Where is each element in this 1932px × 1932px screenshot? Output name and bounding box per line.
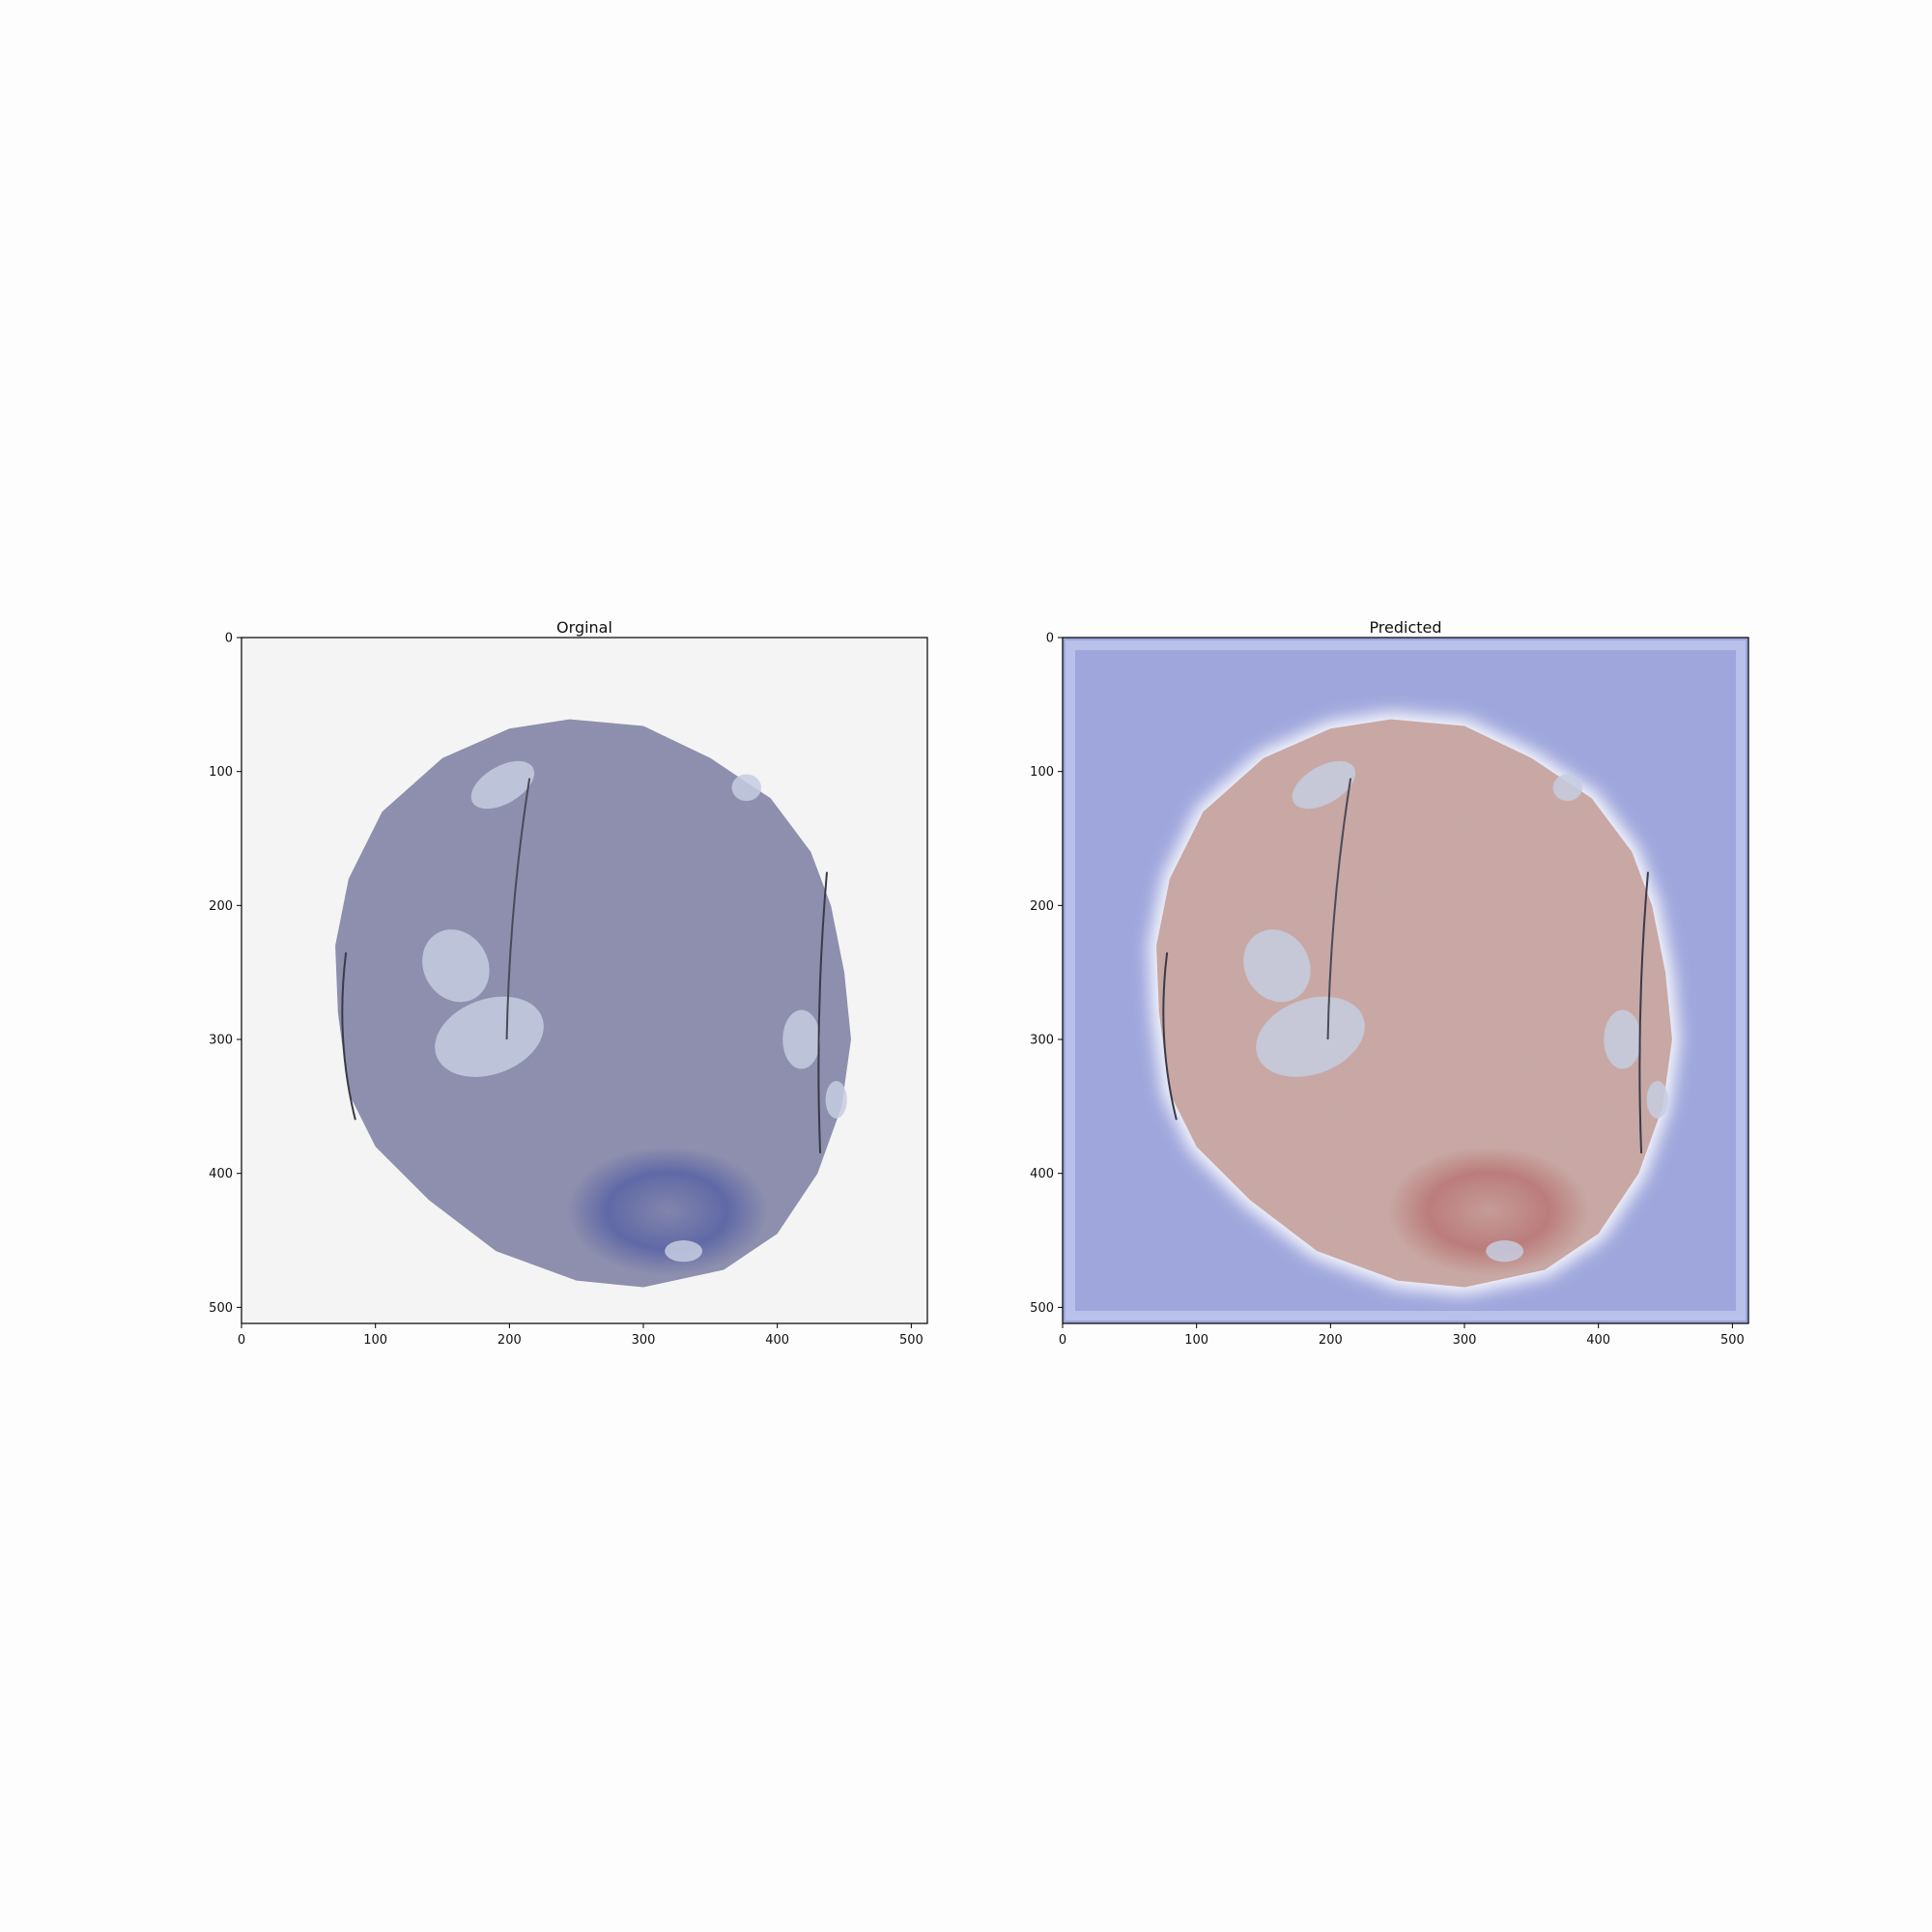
tissue-fold (1162, 952, 1178, 1121)
x-tick-label: 300 (632, 1333, 656, 1348)
predicted-title: Predicted (1369, 618, 1442, 637)
x-tick-label: 500 (1720, 1333, 1745, 1348)
x-tick-label: 500 (899, 1333, 923, 1348)
x-tick-label: 0 (238, 1333, 245, 1348)
x-tick-label: 100 (1184, 1333, 1208, 1348)
tissue-fold (1638, 871, 1649, 1153)
pale-tissue-patch (1646, 1081, 1668, 1119)
y-tick-label: 200 (1030, 899, 1054, 914)
pale-tissue-patch (1292, 760, 1356, 810)
x-tick-label: 0 (1059, 1333, 1066, 1348)
y-tick-label: 400 (209, 1167, 233, 1181)
y-tick-label: 100 (1030, 765, 1054, 780)
predicted-panel: Predicted 0 100 200 300 400 500 0 100 200 300 400 5… (1014, 618, 1749, 1348)
x-tick-label: 300 (1453, 1333, 1477, 1348)
x-tick-label: 400 (1586, 1333, 1610, 1348)
y-tick-label: 400 (1030, 1167, 1054, 1181)
predicted-image (1063, 638, 1748, 1323)
prediction-edge-glow (1065, 640, 1746, 1321)
pale-tissue-patch (825, 1081, 847, 1119)
y-tick-label: 100 (209, 765, 233, 780)
y-tick-label: 0 (1046, 632, 1054, 646)
y-tick-label: 500 (1030, 1301, 1054, 1316)
pale-tissue-patch (470, 760, 535, 810)
tissue-texture (335, 719, 851, 1288)
pale-tissue-patch (665, 1240, 703, 1263)
axes-frame (1062, 637, 1749, 1324)
pale-tissue-patch (1486, 1240, 1524, 1263)
y-tick-label: 300 (209, 1034, 233, 1048)
tissue-fold (1326, 778, 1352, 1040)
y-tick-label: 300 (1030, 1034, 1054, 1048)
original-panel: Orginal 0 100 200 300 400 500 0 100 200 300 400 500 (193, 618, 928, 1348)
pale-tissue-patch (1243, 929, 1311, 1003)
x-tick-label: 400 (765, 1333, 789, 1348)
y-tick-label: 500 (209, 1301, 233, 1316)
x-tick-label: 200 (497, 1333, 522, 1348)
pale-tissue-patch (1256, 996, 1365, 1077)
x-tick-label: 100 (363, 1333, 387, 1348)
pale-tissue-patch (782, 1009, 821, 1069)
y-tick-label: 200 (209, 899, 233, 914)
predicted-image-axes: 0 100 200 300 400 500 0 100 200 300 400 500 (1030, 632, 1749, 1348)
tissue-texture (1156, 719, 1672, 1288)
tissue-fold (817, 871, 828, 1153)
stained-region (1387, 1146, 1589, 1276)
tissue-fold (341, 952, 356, 1121)
original-image (242, 638, 927, 1323)
original-image-axes: 0 100 200 300 400 500 0 100 200 300 400 500 (209, 632, 928, 1348)
pale-tissue-patch (1604, 1009, 1642, 1069)
original-title: Orginal (556, 618, 612, 637)
pale-tissue-patch (435, 996, 544, 1077)
pale-tissue-patch (1552, 774, 1583, 802)
x-tick-label: 200 (1319, 1333, 1343, 1348)
stained-region (566, 1146, 768, 1276)
y-tick-label: 0 (225, 632, 233, 646)
pale-tissue-patch (731, 774, 762, 802)
axes-frame (241, 637, 928, 1324)
tissue-fold (505, 778, 531, 1040)
pale-tissue-patch (422, 929, 490, 1003)
